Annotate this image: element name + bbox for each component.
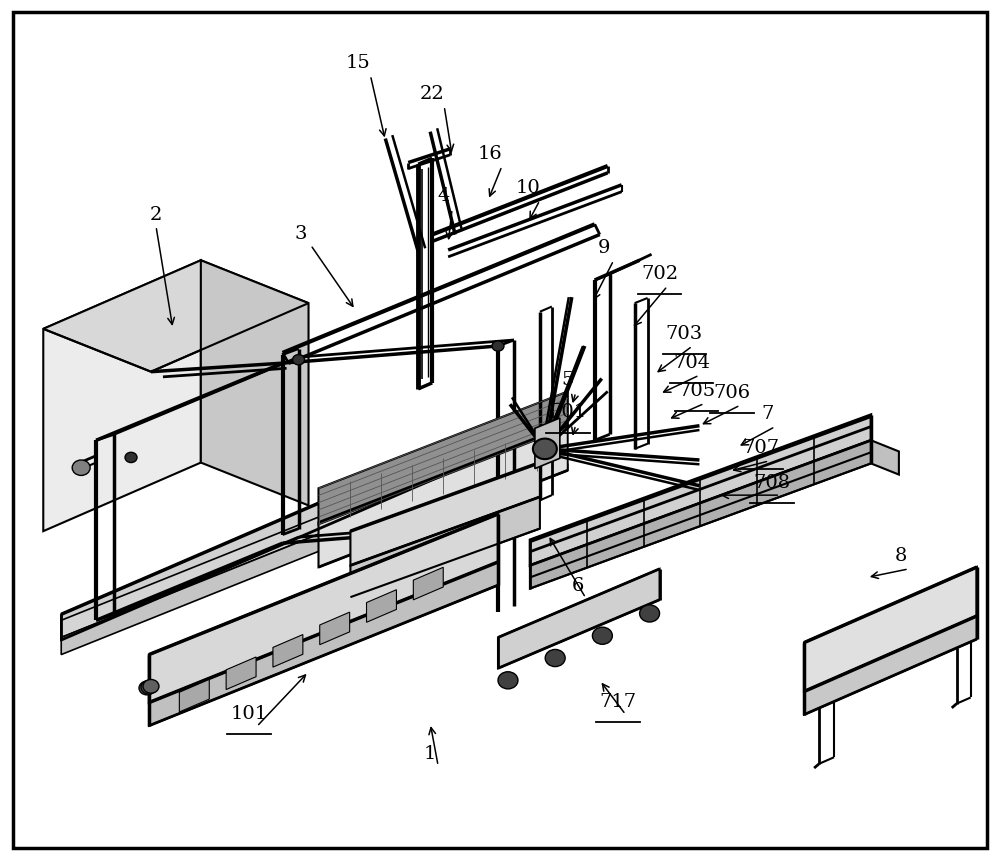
- Polygon shape: [43, 261, 309, 372]
- Text: 708: 708: [754, 474, 791, 492]
- Circle shape: [141, 680, 157, 694]
- Text: 701: 701: [549, 403, 586, 421]
- Polygon shape: [804, 616, 977, 715]
- Text: 3: 3: [294, 225, 307, 243]
- Polygon shape: [367, 590, 396, 623]
- Circle shape: [545, 649, 565, 666]
- Polygon shape: [350, 497, 540, 597]
- Text: 702: 702: [641, 265, 678, 283]
- Circle shape: [125, 452, 137, 463]
- Polygon shape: [413, 568, 443, 600]
- Polygon shape: [61, 426, 498, 640]
- Circle shape: [492, 341, 504, 351]
- Polygon shape: [530, 440, 871, 588]
- Polygon shape: [61, 458, 510, 654]
- Polygon shape: [871, 440, 899, 475]
- Text: 101: 101: [230, 705, 267, 723]
- Polygon shape: [350, 463, 540, 565]
- Text: 706: 706: [714, 384, 751, 402]
- Text: 8: 8: [895, 548, 907, 565]
- Text: 22: 22: [420, 84, 445, 102]
- Circle shape: [72, 460, 90, 476]
- Text: 2: 2: [150, 206, 162, 224]
- Text: 707: 707: [743, 439, 780, 458]
- Text: 717: 717: [599, 693, 636, 711]
- Polygon shape: [149, 514, 498, 703]
- Text: 705: 705: [678, 382, 715, 400]
- Polygon shape: [535, 418, 560, 469]
- Polygon shape: [179, 679, 209, 712]
- Polygon shape: [226, 657, 256, 690]
- Polygon shape: [61, 440, 510, 637]
- Circle shape: [143, 679, 159, 693]
- Circle shape: [293, 354, 305, 365]
- Circle shape: [592, 627, 612, 644]
- Polygon shape: [804, 567, 977, 691]
- Polygon shape: [498, 568, 660, 668]
- Polygon shape: [319, 426, 568, 567]
- Text: 1: 1: [424, 745, 436, 763]
- Polygon shape: [273, 635, 303, 667]
- Polygon shape: [149, 562, 498, 726]
- Text: 4: 4: [437, 187, 449, 206]
- Circle shape: [533, 439, 557, 459]
- Text: 15: 15: [346, 53, 371, 71]
- Polygon shape: [43, 261, 201, 531]
- Text: 10: 10: [516, 179, 540, 197]
- Text: 703: 703: [666, 324, 703, 342]
- Circle shape: [139, 681, 155, 695]
- Text: 6: 6: [572, 576, 584, 594]
- Circle shape: [498, 672, 518, 689]
- Text: 16: 16: [478, 144, 502, 163]
- Polygon shape: [319, 391, 568, 525]
- Text: 7: 7: [761, 405, 773, 423]
- Polygon shape: [201, 261, 309, 506]
- Text: 704: 704: [673, 353, 710, 372]
- Polygon shape: [320, 612, 350, 645]
- Polygon shape: [530, 415, 871, 565]
- Text: 9: 9: [597, 239, 610, 257]
- Circle shape: [640, 605, 660, 622]
- Text: 5: 5: [562, 371, 574, 389]
